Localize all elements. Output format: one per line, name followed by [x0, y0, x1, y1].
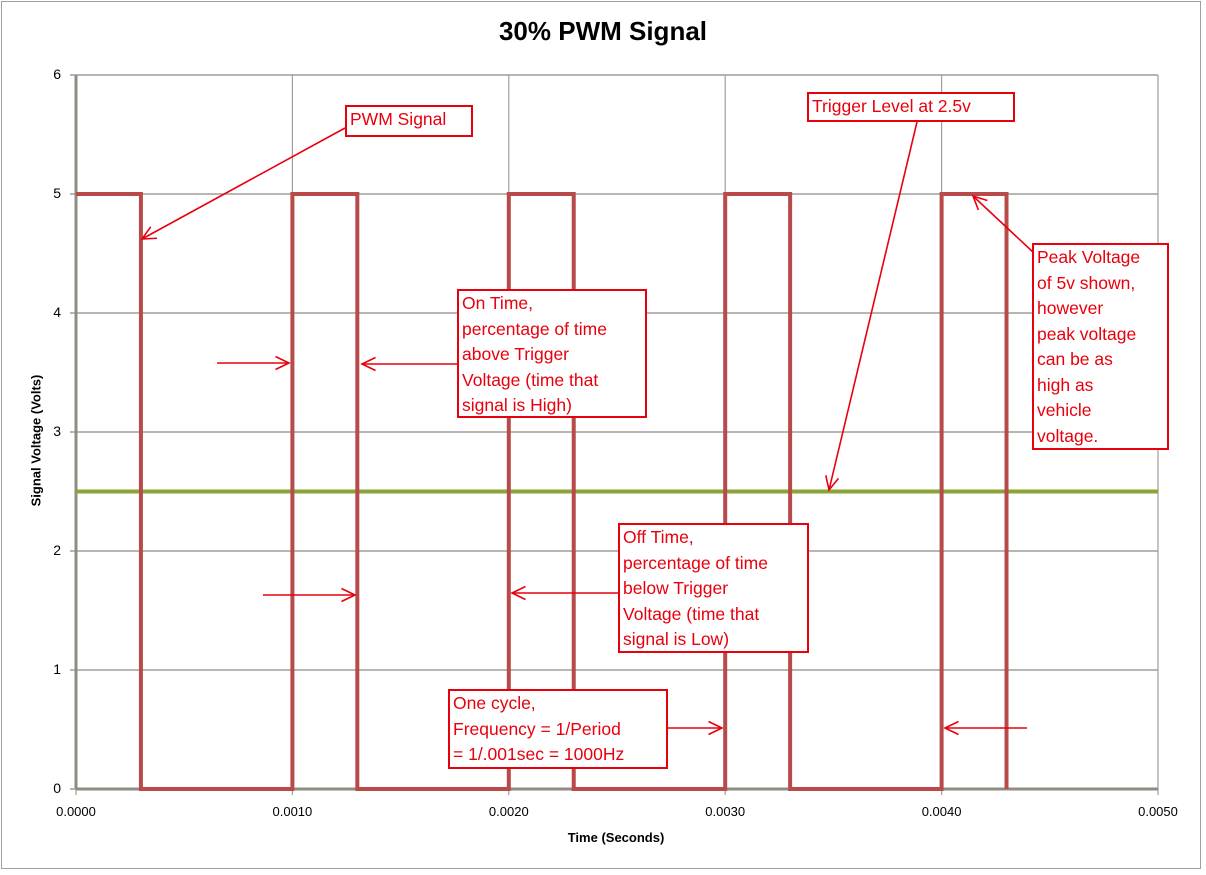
annotation-peak-voltage: Peak Voltage of 5v shown, however peak v…	[1032, 243, 1169, 450]
x-tick-label: 0.0010	[272, 804, 313, 819]
y-tick-label: 2	[53, 542, 61, 558]
chart-title: 30% PWM Signal	[498, 16, 708, 46]
pwm-arrow	[141, 127, 346, 240]
arrowhead-icon	[275, 355, 291, 371]
y-tick-label: 3	[53, 423, 61, 439]
y-tick-label: 0	[53, 780, 61, 796]
x-tick-label: 0.0040	[921, 804, 962, 819]
y-tick-label: 4	[53, 304, 61, 320]
y-tick-label: 1	[53, 661, 61, 677]
x-tick-label: 0.0020	[488, 804, 529, 819]
x-tick-label: 0.0000	[56, 804, 96, 819]
arrowhead-icon	[971, 194, 988, 211]
annotation-off-time: Off Time, percentage of time below Trigg…	[618, 523, 809, 653]
y-tick-label: 5	[53, 185, 61, 201]
arrowhead-icon	[360, 356, 376, 372]
arrowhead-icon	[510, 585, 526, 601]
annotation-one-cycle: One cycle, Frequency = 1/Period = 1/.001…	[448, 689, 668, 769]
peak-arrow	[972, 195, 1035, 254]
y-axis-label: Signal Voltage (Volts)	[28, 374, 44, 507]
arrowhead-icon	[708, 720, 724, 736]
arrowhead-icon	[825, 475, 840, 492]
arrowhead-icon	[140, 226, 158, 240]
x-axis-label: Time (Seconds)	[567, 830, 665, 845]
annotation-on-time: On Time, percentage of time above Trigge…	[457, 289, 647, 418]
arrowhead-icon	[341, 587, 357, 603]
x-tick-label: 0.0030	[705, 804, 746, 819]
x-tick-label: 0.0050	[1138, 804, 1178, 819]
trigger-arrow	[828, 121, 918, 491]
pwm-signal-line	[76, 192, 1009, 791]
y-tick-label: 6	[53, 66, 61, 82]
annotation-trigger-level: Trigger Level at 2.5v	[807, 92, 1015, 122]
arrowhead-icon	[943, 720, 959, 736]
annotation-pwm-signal: PWM Signal	[345, 105, 473, 137]
